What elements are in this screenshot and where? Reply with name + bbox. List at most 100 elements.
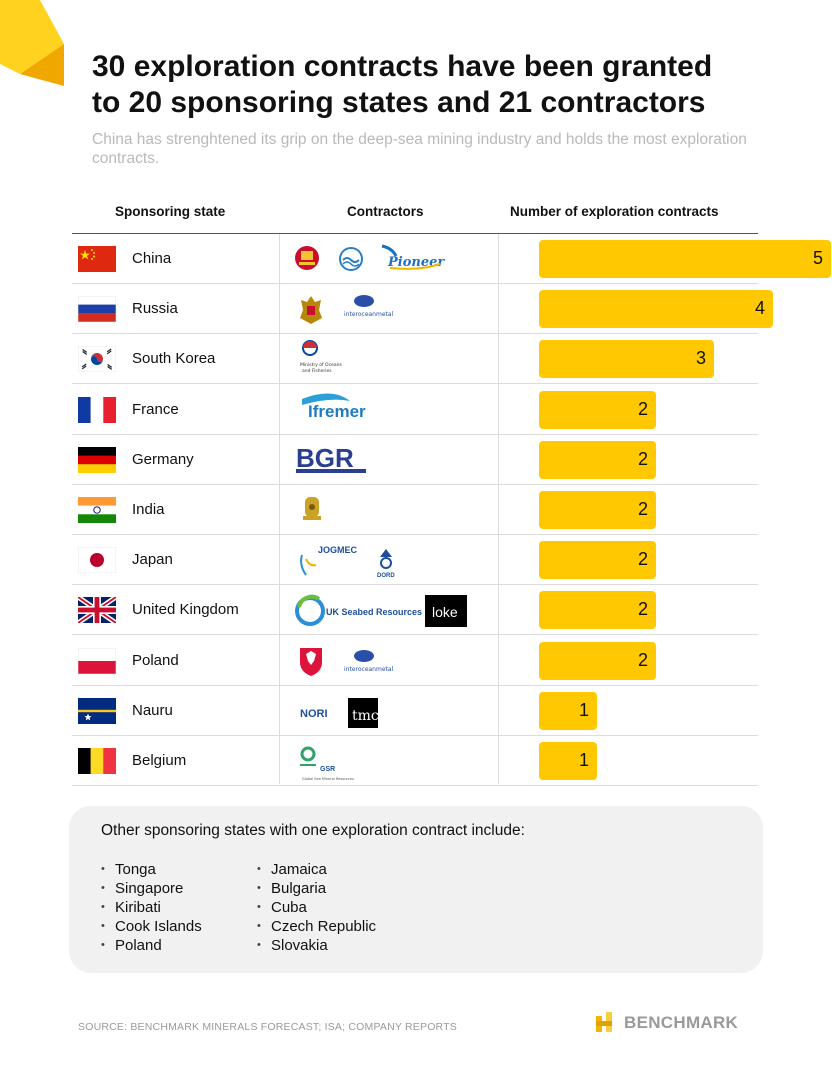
nori-logo: NORI: [300, 708, 328, 720]
poland-emblem: [300, 647, 322, 676]
bar-value-label: 3: [695, 348, 706, 369]
table-row: Belgium GSR Global Sea Mineral Resources 1: [72, 736, 758, 786]
india-flag-icon: [78, 497, 116, 523]
contractor-logos: Pioneer: [294, 238, 494, 280]
svg-text:UK Seabed Resources: UK Seabed Resources: [326, 607, 422, 617]
table-row: Germany BGR 2: [72, 435, 758, 485]
column-divider: [498, 234, 499, 784]
country-label: Japan: [132, 551, 173, 569]
table-row: India 2: [72, 485, 758, 535]
column-divider: [279, 234, 280, 784]
france-flag-icon: [78, 396, 116, 423]
svg-text:Ifremer: Ifremer: [308, 402, 366, 421]
corner-accent-icon: [0, 0, 64, 86]
interoceanmetal-logo: interoceanmetal: [344, 295, 394, 318]
table-row: Poland interoceanmetal 2: [72, 636, 758, 686]
contractor-logos: NORI tmc: [294, 690, 494, 732]
list-item: Cuba: [257, 898, 376, 917]
country-label: United Kingdom: [132, 601, 239, 619]
country-label: China: [132, 250, 172, 267]
uk-seabed-resources-logo: UK Seabed Resources: [295, 595, 422, 627]
contractor-logos: interoceanmetal: [294, 640, 494, 682]
loke-logo: loke: [425, 595, 467, 628]
other-states-title: Other sponsoring states with one explora…: [101, 822, 525, 839]
russia-flag-icon: [78, 296, 116, 323]
svg-text:tmc: tmc: [352, 708, 379, 724]
other-states-panel: Other sponsoring states with one explora…: [69, 806, 763, 973]
page-title: 30 exploration contracts have been grant…: [92, 49, 792, 121]
table-row: China Pioneer 5: [72, 234, 831, 284]
contractor-logos: UK Seabed Resources loke: [294, 589, 494, 631]
contractor-logos: [294, 489, 494, 531]
dord-logo: DORD: [377, 549, 395, 579]
svg-text:loke: loke: [432, 604, 458, 620]
country-label: India: [132, 501, 165, 518]
list-item: Jamaica: [257, 860, 376, 879]
country-label: South Korea: [132, 350, 216, 368]
bar: 2: [539, 390, 656, 429]
other-states-list-1: TongaSingaporeKiribatiCook IslandsPoland: [101, 860, 202, 955]
contractor-logos: BGR: [294, 439, 494, 481]
subtitle: China has strenghtened its grip on the d…: [92, 131, 747, 167]
contractor-logos: JOGMEC DORD: [294, 539, 494, 581]
south-korea-flag-icon: [78, 346, 116, 373]
bar: 1: [539, 742, 597, 780]
bar: 2: [539, 641, 656, 680]
country-label: Russia: [132, 300, 178, 318]
table-row: United Kingdom UK Seabed Resources loke 2: [72, 585, 758, 636]
table-row: Nauru NORI tmc 1: [72, 686, 758, 736]
ifremer-logo: Ifremer: [302, 393, 366, 421]
bar-value-label: 2: [637, 649, 648, 670]
header-divider: [72, 233, 758, 234]
bar-value-label: 2: [637, 549, 648, 570]
bar-value-label: 1: [578, 750, 589, 770]
tmc-logo: tmc: [348, 697, 379, 728]
bar-value-label: 2: [637, 398, 648, 419]
column-header-contracts: Number of exploration contracts: [510, 204, 719, 219]
uk-flag-icon: [78, 597, 116, 624]
country-label: Poland: [132, 651, 179, 669]
interoceanmetal-logo: interoceanmetal: [344, 649, 394, 673]
svg-text:BGR: BGR: [296, 443, 354, 473]
bar-value-label: 2: [637, 499, 648, 519]
country-label: Germany: [132, 450, 194, 468]
svg-text:and Fisheries: and Fisheries: [302, 368, 332, 374]
bar-value-label: 5: [812, 248, 823, 268]
svg-text:GSR: GSR: [320, 766, 335, 773]
pioneer-logo: Pioneer: [381, 244, 445, 270]
table-row: South Korea Ministry of Oceans and Fisheri…: [72, 334, 758, 385]
brand-name: BENCHMARK: [624, 1013, 739, 1032]
bar-value-label: 1: [578, 699, 589, 720]
svg-text:DORD: DORD: [377, 573, 395, 579]
benchmark-logo: BENCHMARK: [594, 1010, 754, 1036]
benchmark-mark-icon: [596, 1012, 612, 1032]
germany-flag-icon: [78, 446, 116, 473]
list-item: Czech Republic: [257, 917, 376, 936]
gsr-logo: GSR Global Sea Mineral Resources: [300, 746, 354, 781]
bar-value-label: 2: [637, 448, 648, 469]
country-label: France: [132, 400, 179, 418]
contractor-logos: Ministry of Oceans and Fisheries: [294, 338, 494, 380]
bar-value-label: 2: [637, 599, 648, 620]
title-line-1: 30 exploration contracts have been grant…: [92, 50, 713, 83]
bar: 2: [539, 591, 656, 630]
other-states-list-2: JamaicaBulgariaCubaCzech RepublicSlovaki…: [257, 860, 376, 955]
japan-flag-icon: [78, 547, 116, 574]
bar-value-label: 4: [754, 298, 765, 319]
column-header-state: Sponsoring state: [115, 204, 226, 219]
nauru-flag-icon: [78, 697, 116, 724]
coat-of-arms-icon: [295, 246, 319, 270]
bar: 2: [539, 541, 656, 580]
jogmec-logo: JOGMEC: [300, 545, 358, 576]
list-item: Bulgaria: [257, 879, 376, 898]
contractor-logos: interoceanmetal: [294, 288, 494, 330]
svg-text:interoceanmetal: interoceanmetal: [344, 311, 394, 318]
svg-text:interoceanmetal: interoceanmetal: [344, 666, 394, 673]
china-flag-icon: [78, 246, 116, 272]
ocean-logo: [339, 247, 363, 271]
belgium-flag-icon: [78, 748, 116, 774]
list-item: Singapore: [101, 879, 202, 898]
contractor-logos: GSR Global Sea Mineral Resources: [294, 740, 494, 782]
list-item: Kiribati: [101, 898, 202, 917]
